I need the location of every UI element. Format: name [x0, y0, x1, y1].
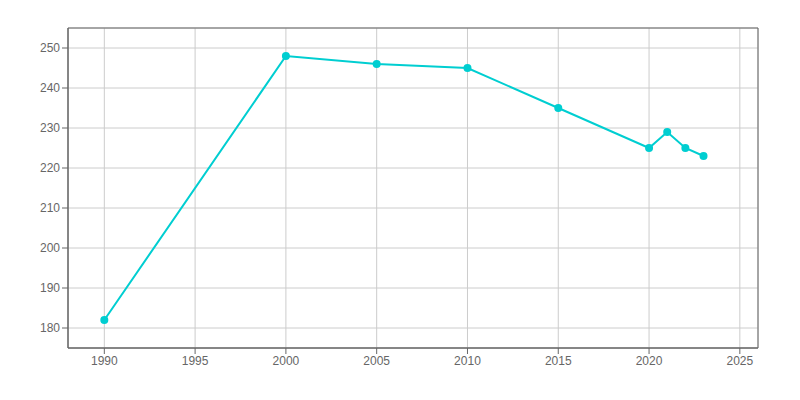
svg-text:180: 180	[40, 321, 60, 335]
svg-text:2020: 2020	[636, 354, 663, 368]
svg-text:1990: 1990	[91, 354, 118, 368]
svg-text:2025: 2025	[726, 354, 753, 368]
svg-text:220: 220	[40, 161, 60, 175]
svg-text:2015: 2015	[545, 354, 572, 368]
svg-text:2010: 2010	[454, 354, 481, 368]
svg-text:200: 200	[40, 241, 60, 255]
svg-text:210: 210	[40, 201, 60, 215]
svg-text:1995: 1995	[182, 354, 209, 368]
svg-text:2000: 2000	[273, 354, 300, 368]
svg-text:2005: 2005	[363, 354, 390, 368]
svg-text:240: 240	[40, 81, 60, 95]
svg-text:230: 230	[40, 121, 60, 135]
svg-text:250: 250	[40, 41, 60, 55]
svg-text:190: 190	[40, 281, 60, 295]
